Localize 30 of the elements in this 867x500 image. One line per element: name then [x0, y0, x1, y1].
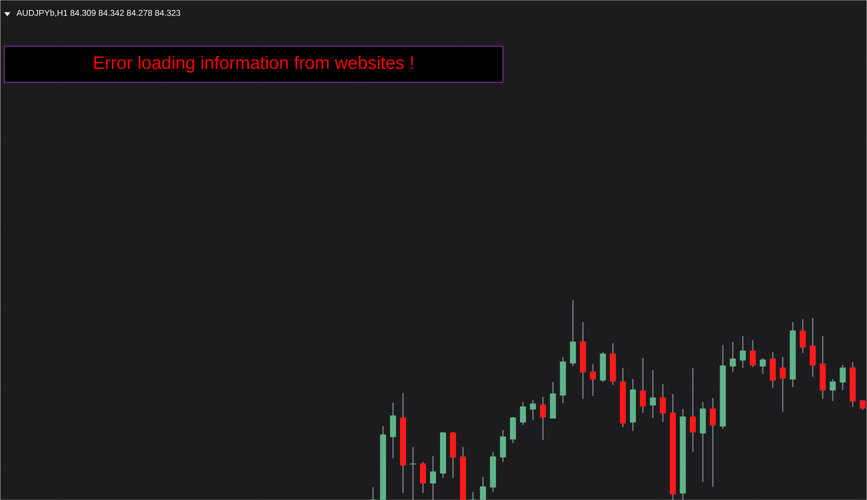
candlestick — [770, 351, 776, 388]
candlestick — [390, 402, 396, 459]
candlestick — [660, 383, 666, 422]
candlestick — [760, 357, 766, 374]
candlestick — [530, 399, 536, 420]
candlestick — [430, 455, 436, 500]
candlestick — [640, 357, 646, 414]
candlestick — [650, 369, 656, 418]
candlestick — [570, 299, 576, 366]
candlestick — [780, 356, 786, 412]
candlestick — [840, 364, 846, 390]
candlestick — [740, 335, 746, 368]
candlestick — [750, 339, 756, 368]
candlestick — [830, 378, 836, 402]
candlestick — [730, 341, 736, 372]
candlestick — [860, 399, 866, 410]
candlestick — [520, 401, 526, 426]
candlestick — [410, 446, 416, 500]
candlestick — [690, 367, 696, 452]
text: AUDJPYb,H1 84.309 84.342 84.278 84.323 — [16, 10, 180, 17]
text: Error loading information from websites ! — [94, 56, 413, 72]
candlestick — [710, 397, 716, 488]
candlestick — [540, 396, 546, 440]
candlestick — [420, 461, 426, 494]
candlestick — [800, 318, 806, 354]
candlestick — [590, 363, 596, 396]
candlestick — [500, 429, 506, 462]
candlestick — [810, 317, 816, 378]
candlestick — [480, 476, 486, 500]
candlestick — [510, 416, 516, 444]
